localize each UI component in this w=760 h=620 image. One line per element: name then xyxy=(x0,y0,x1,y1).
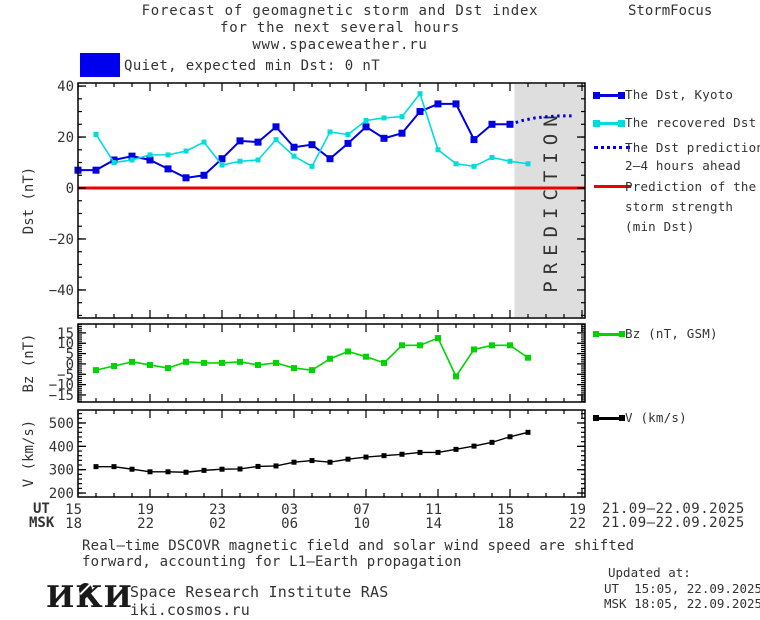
legend-label-dst-kyoto: The Dst, Kyoto xyxy=(625,87,734,102)
legend-label-recovered-dst: The recovered Dst xyxy=(625,115,757,130)
legend-sample-dst-kyoto xyxy=(593,92,625,100)
svg-text:−5: −5 xyxy=(57,367,74,383)
institute-name: Space Research Institute RAS xyxy=(130,583,389,601)
svg-text:02: 02 xyxy=(209,516,226,532)
quiet-status-swatch xyxy=(80,53,120,77)
svg-text:06: 06 xyxy=(281,516,298,532)
institute-website: iki.cosmos.ru xyxy=(130,601,250,619)
brand-stormfocus: StormFocus xyxy=(628,3,713,19)
legend-sample-recovered-dst xyxy=(593,120,625,128)
updated-ut: UT 15:05, 22.09.2025 xyxy=(604,581,760,596)
svg-text:Bz (nT): Bz (nT) xyxy=(21,333,37,392)
svg-text:−15: −15 xyxy=(49,388,74,404)
svg-text:40: 40 xyxy=(57,79,74,95)
legend-label-storm-strength-2: storm strength xyxy=(625,199,734,214)
svg-text:15: 15 xyxy=(65,502,82,518)
updated-title: Updated at: xyxy=(608,565,691,580)
ut-date-range: 21.09—22.09.2025 xyxy=(602,501,745,517)
updated-msk: MSK 18:05, 22.09.2025 xyxy=(604,596,760,611)
svg-text:11: 11 xyxy=(425,502,442,518)
page-title-line1: Forecast of geomagnetic storm and Dst in… xyxy=(141,3,539,19)
legend-label-storm-strength-1: Prediction of the xyxy=(625,179,757,194)
svg-text:07: 07 xyxy=(353,502,370,518)
svg-text:−20: −20 xyxy=(49,232,74,248)
svg-text:V (km/s): V (km/s) xyxy=(21,420,37,487)
svg-text:14: 14 xyxy=(425,516,442,532)
svg-text:19: 19 xyxy=(137,502,154,518)
legend-label-v: V (km/s) xyxy=(625,410,687,425)
iki-logo-satellite-icon xyxy=(79,583,92,596)
svg-text:10: 10 xyxy=(57,336,74,352)
svg-text:23: 23 xyxy=(209,502,226,518)
svg-text:500: 500 xyxy=(49,416,74,432)
svg-text:−40: −40 xyxy=(49,283,74,299)
svg-text:19: 19 xyxy=(569,502,586,518)
svg-text:22: 22 xyxy=(137,516,154,532)
legend-label-storm-strength-3: (min Dst) xyxy=(625,219,695,234)
legend-sample-dst-prediction xyxy=(594,146,630,149)
svg-text:18: 18 xyxy=(65,516,82,532)
svg-text:10: 10 xyxy=(353,516,370,532)
msk-row-label: MSK xyxy=(29,515,55,531)
msk-date-range: 21.09—22.09.2025 xyxy=(602,515,745,531)
legend-sample-bz xyxy=(593,331,625,339)
svg-text:300: 300 xyxy=(49,463,74,479)
footer-note-line2: forward, accounting for L1—Earth propaga… xyxy=(82,554,462,570)
legend-label-dst-prediction-1: The Dst prediction xyxy=(625,140,760,155)
svg-text:22: 22 xyxy=(569,516,586,532)
footer-note-line1: Real—time DSCOVR magnetic field and sola… xyxy=(82,538,635,554)
page-title-line2: for the next several hours xyxy=(220,20,460,36)
svg-text:400: 400 xyxy=(49,439,74,455)
legend-sample-v xyxy=(593,415,625,423)
ut-row-label: UT xyxy=(33,501,50,517)
svg-text:03: 03 xyxy=(281,502,298,518)
svg-text:15: 15 xyxy=(497,502,514,518)
svg-text:200: 200 xyxy=(49,486,74,502)
svg-text:0: 0 xyxy=(66,181,74,197)
svg-text:5: 5 xyxy=(66,347,74,363)
svg-text:15: 15 xyxy=(57,326,74,342)
svg-text:0: 0 xyxy=(66,357,74,373)
svg-text:18: 18 xyxy=(497,516,514,532)
svg-text:20: 20 xyxy=(57,130,74,146)
svg-text:PREDICTION: PREDICTION xyxy=(540,108,562,292)
site-url: www.spaceweather.ru xyxy=(252,37,428,53)
svg-text:−10: −10 xyxy=(49,378,74,394)
legend-label-bz: Bz (nT, GSM) xyxy=(625,326,718,341)
legend-sample-storm-strength xyxy=(594,185,631,188)
legend-label-dst-prediction-2: 2—4 hours ahead xyxy=(625,158,741,173)
quiet-status-label: Quiet, expected min Dst: 0 nT xyxy=(124,58,381,74)
svg-text:Dst (nT): Dst (nT) xyxy=(21,167,37,234)
